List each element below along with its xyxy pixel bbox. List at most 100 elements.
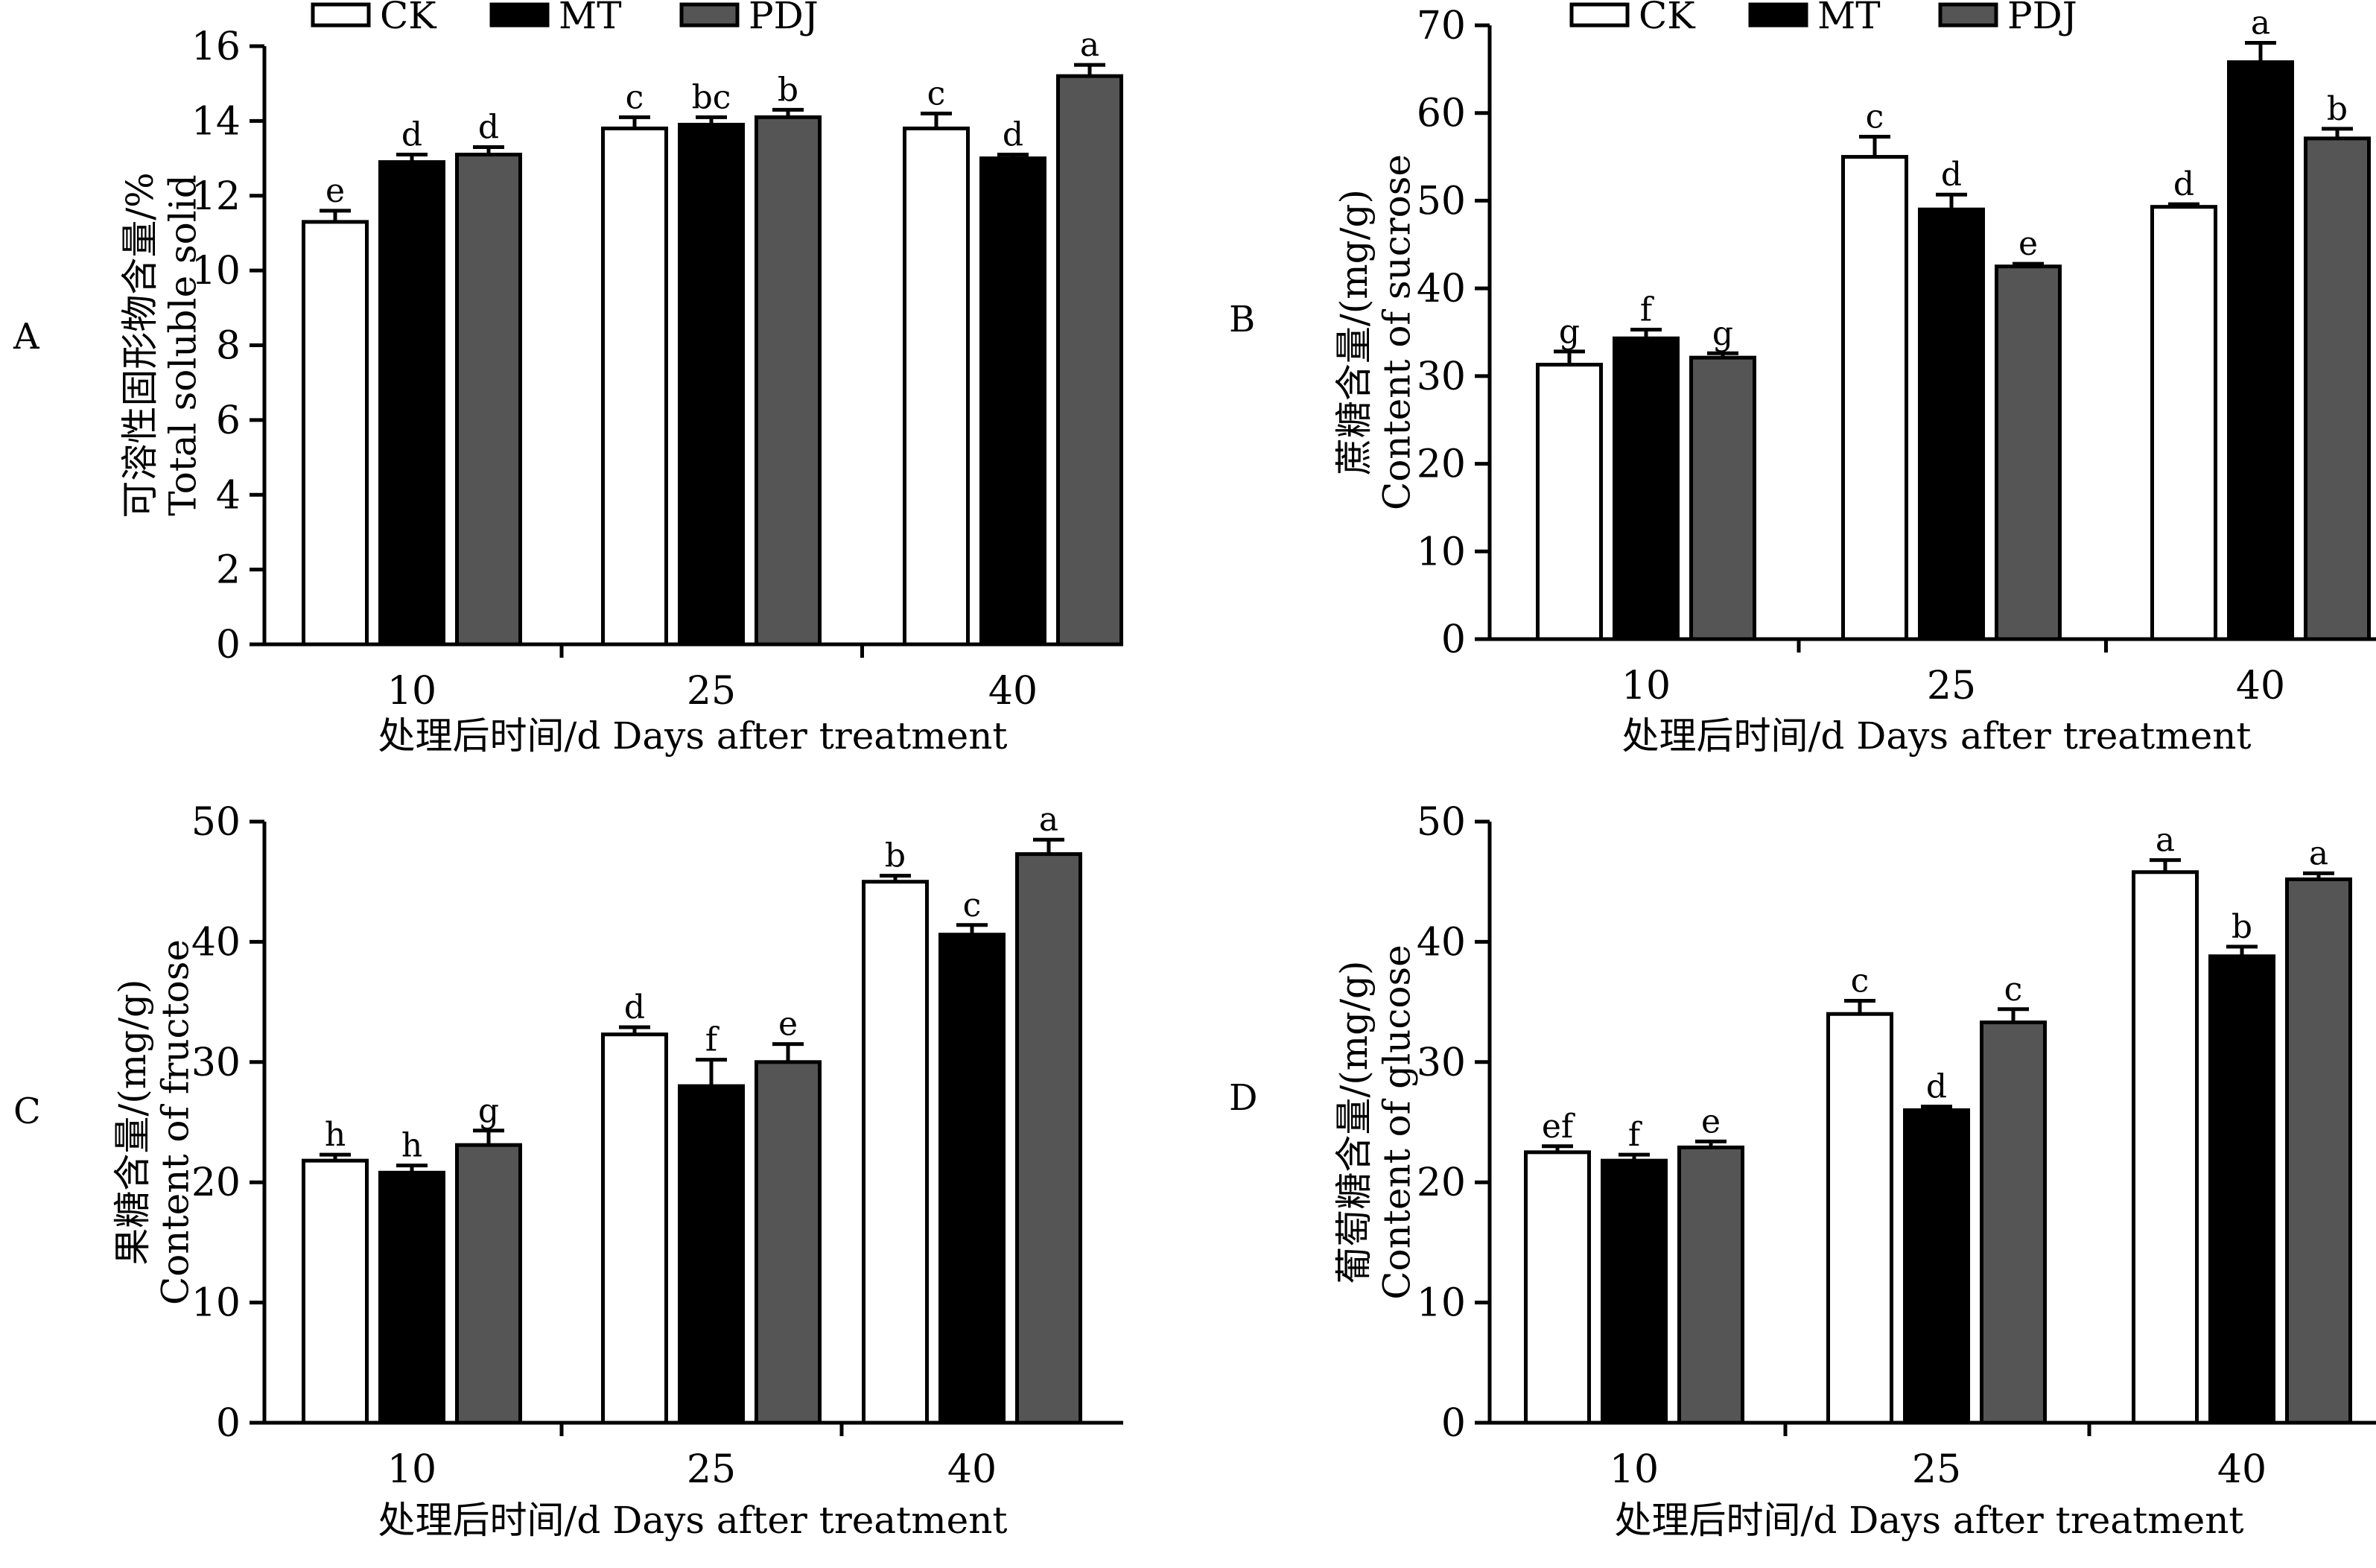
bar-pdj-25 [1995,264,2062,641]
legend-a: CK MT PDJ [311,0,819,37]
y-tick-label: 50 [1417,800,1466,845]
legend-label-ck: CK [1639,0,1696,37]
significance-letter: c [927,74,946,112]
significance-letter: e [325,172,345,210]
x-tick-label: 10 [387,669,436,714]
significance-letter: g [1712,314,1733,352]
x-tick-label: 10 [1610,1447,1659,1492]
significance-letter: d [1941,156,1962,194]
y-tick-label: 40 [1417,920,1466,965]
bar-ck-25 [601,126,668,647]
significance-letter: d [624,988,645,1026]
bar-mt-10 [378,160,445,647]
y-axis-title-cn: 葡萄糖含量/(mg/g) [1332,960,1376,1283]
significance-letter: e [1701,1102,1721,1140]
chart-panel-a: A 可溶性固形物含量/%Total soluble solid e c c d bc d d b a… [13,25,1123,758]
legend: CK MT PDJ CK MT PDJ [311,0,2077,37]
significance-letter: bc [692,78,731,116]
bar-ck-10 [1536,363,1603,641]
legend-swatch-ck [311,2,371,28]
y-axis-title-en: Content of glucose [1376,945,1419,1300]
legend-label-mt: MT [1817,0,1881,37]
significance-letter: b [2327,90,2348,128]
x-tick-label: 10 [1621,664,1671,708]
y-axis-title: 蔗糖含量/(mg/g)Content of sucrose [1332,154,1419,510]
bar-pdj-25 [1980,1021,2047,1425]
bar-ck-40 [2150,205,2217,641]
bar-ck-25 [601,1032,668,1425]
panel-letter: A [13,316,40,358]
legend-label-pdj: PDJ [2007,0,2077,37]
legend-swatch-ck [1569,2,1630,28]
y-axis-title: 可溶性固形物含量/%Total soluble solid [118,172,205,518]
x-tick-label: 40 [988,669,1038,714]
x-tick-label: 40 [2217,1447,2267,1492]
significance-letter: f [1640,291,1654,328]
bar-pdj-10 [455,153,522,647]
y-tick-label: 40 [1417,267,1466,311]
x-axis-title: 处理后时间/d Days after treatment [378,714,1007,758]
significance-letter: a [1080,26,1099,64]
y-tick-label: 14 [191,99,241,144]
panel-letter: B [1229,299,1255,340]
bar-pdj-25 [755,1060,822,1425]
y-tick-label: 6 [216,399,241,443]
significance-letter: a [2156,822,2175,860]
bar-ck-10 [302,1158,369,1425]
y-tick-label: 10 [191,1281,241,1326]
x-tick-label: 25 [1927,664,1976,708]
bar-mt-10 [1601,1158,1668,1425]
bar-mt-25 [678,122,745,647]
y-tick-label: 40 [191,920,241,965]
y-axis-title: 葡萄糖含量/(mg/g)Content of glucose [1332,945,1419,1300]
significance-letter: f [705,1021,720,1059]
y-tick-label: 10 [1417,530,1466,574]
y-tick-label: 10 [191,249,241,293]
significance-letter: c [2004,971,2023,1009]
legend-swatch-pdj [1938,2,1998,28]
x-tick-label: 40 [2236,664,2285,708]
y-tick-label: 50 [191,800,241,845]
bar-ck-10 [302,220,369,647]
bar-ck-40 [903,126,970,647]
significance-letter: c [963,886,982,924]
y-tick-label: 10 [1417,1281,1466,1326]
y-tick-label: 16 [191,25,241,69]
y-axis-title-en: Content of sucrose [1376,154,1419,510]
significance-letter: b [2232,908,2252,946]
y-axis-title-cn: 可溶性固形物含量/% [118,172,162,518]
bar-ck-40 [862,880,929,1425]
chart-panel-c: C 果糖含量/(mg/g)Content of fructose h d b h f c g e a… [13,800,1123,1542]
y-tick-label: 4 [216,473,241,518]
y-tick-label: 60 [1417,92,1466,136]
significance-letter: c [1851,962,1870,1000]
significance-letter: a [2309,834,2328,872]
bar-mt-10 [378,1170,445,1425]
panel-letter: C [13,1091,41,1132]
legend-swatch-pdj [679,2,740,28]
y-tick-label: 20 [1417,442,1466,487]
chart-panel-d: D 葡萄糖含量/(mg/g)Content of glucose ef c a f d b e c… [1229,800,2376,1542]
bar-pdj-10 [1677,1145,1744,1425]
y-axis-title-en: Total soluble solid [162,174,205,516]
bar-mt-40 [2208,954,2275,1425]
x-tick-label: 25 [687,1447,736,1492]
significance-letter: c [1866,98,1884,136]
y-tick-label: 0 [216,623,241,667]
x-tick-label: 40 [947,1447,997,1492]
y-tick-label: 12 [191,174,241,219]
significance-letter: a [2251,4,2270,42]
bar-ck-40 [2132,870,2199,1425]
significance-letter: d [1926,1068,1947,1106]
bar-pdj-40 [1015,852,1082,1425]
significance-letter: d [478,109,499,147]
significance-letter: a [1039,801,1058,839]
legend-swatch-mt [1748,2,1808,28]
significance-letter: b [885,837,906,875]
significance-letter: h [401,1127,422,1165]
significance-letter: e [2018,225,2038,263]
y-tick-label: 30 [1417,1041,1466,1085]
x-tick-label: 25 [687,669,736,714]
significance-letter: d [1003,116,1023,154]
